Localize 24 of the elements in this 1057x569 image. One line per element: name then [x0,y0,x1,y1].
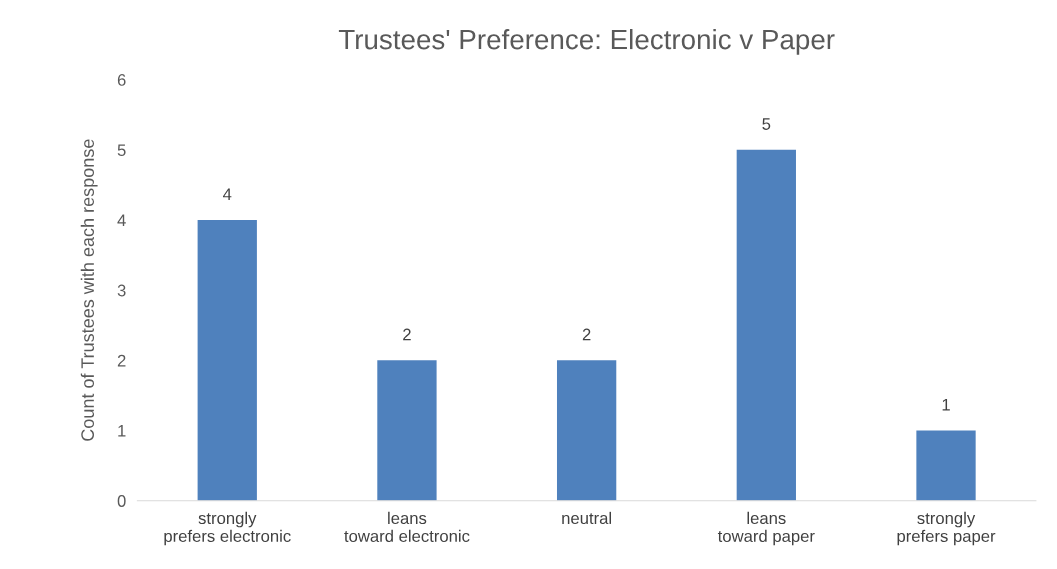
data-label: 2 [403,328,411,341]
bar [197,220,257,501]
data-label: 1 [942,398,950,411]
y-tick-label: 1 [118,425,126,437]
y-tick-label: 6 [117,74,126,86]
bar [916,430,976,501]
y-tick-label: 3 [117,284,126,297]
y-tick-label: 2 [117,354,126,367]
bar [556,360,617,501]
y-tick-label: 5 [117,144,126,157]
data-label: 5 [762,118,771,130]
y-tick-label: 4 [117,214,126,227]
x-tick-label: leans toward paper [717,511,815,546]
bar [377,360,437,501]
x-tick-label: leans toward electronic [344,511,470,543]
data-label: 2 [582,328,591,341]
x-tick-label: neutral [562,511,611,525]
y-tick-label: 0 [117,495,126,507]
chart-title: Trustees' Preference: Electronic v Paper [338,28,835,55]
x-tick-label: strongly prefers electronic [164,511,291,546]
data-label: 4 [223,188,232,200]
y-axis-title: Count of Trustees with each response [80,139,98,441]
bar [736,149,796,501]
x-tick-label: strongly prefers paper [897,511,996,546]
